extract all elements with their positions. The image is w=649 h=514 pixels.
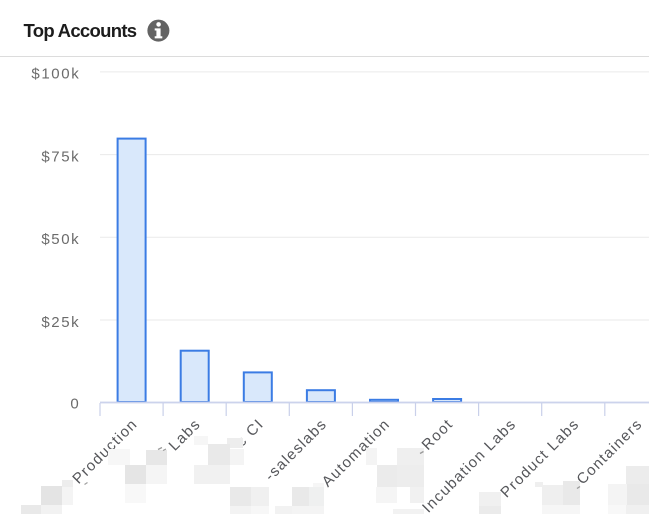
svg-text:Top Accounts: Top Accounts (24, 20, 137, 41)
svg-text:$75k: $75k (41, 148, 80, 165)
svg-text:$25k: $25k (41, 314, 80, 331)
svg-text:Labs: Labs (166, 416, 205, 455)
svg-text:Root: Root (419, 416, 457, 454)
svg-text:0: 0 (70, 396, 80, 413)
svg-text:$50k: $50k (41, 231, 80, 248)
svg-text:-saleslabs: -saleslabs (262, 416, 331, 485)
svg-text:$100k: $100k (31, 66, 80, 83)
